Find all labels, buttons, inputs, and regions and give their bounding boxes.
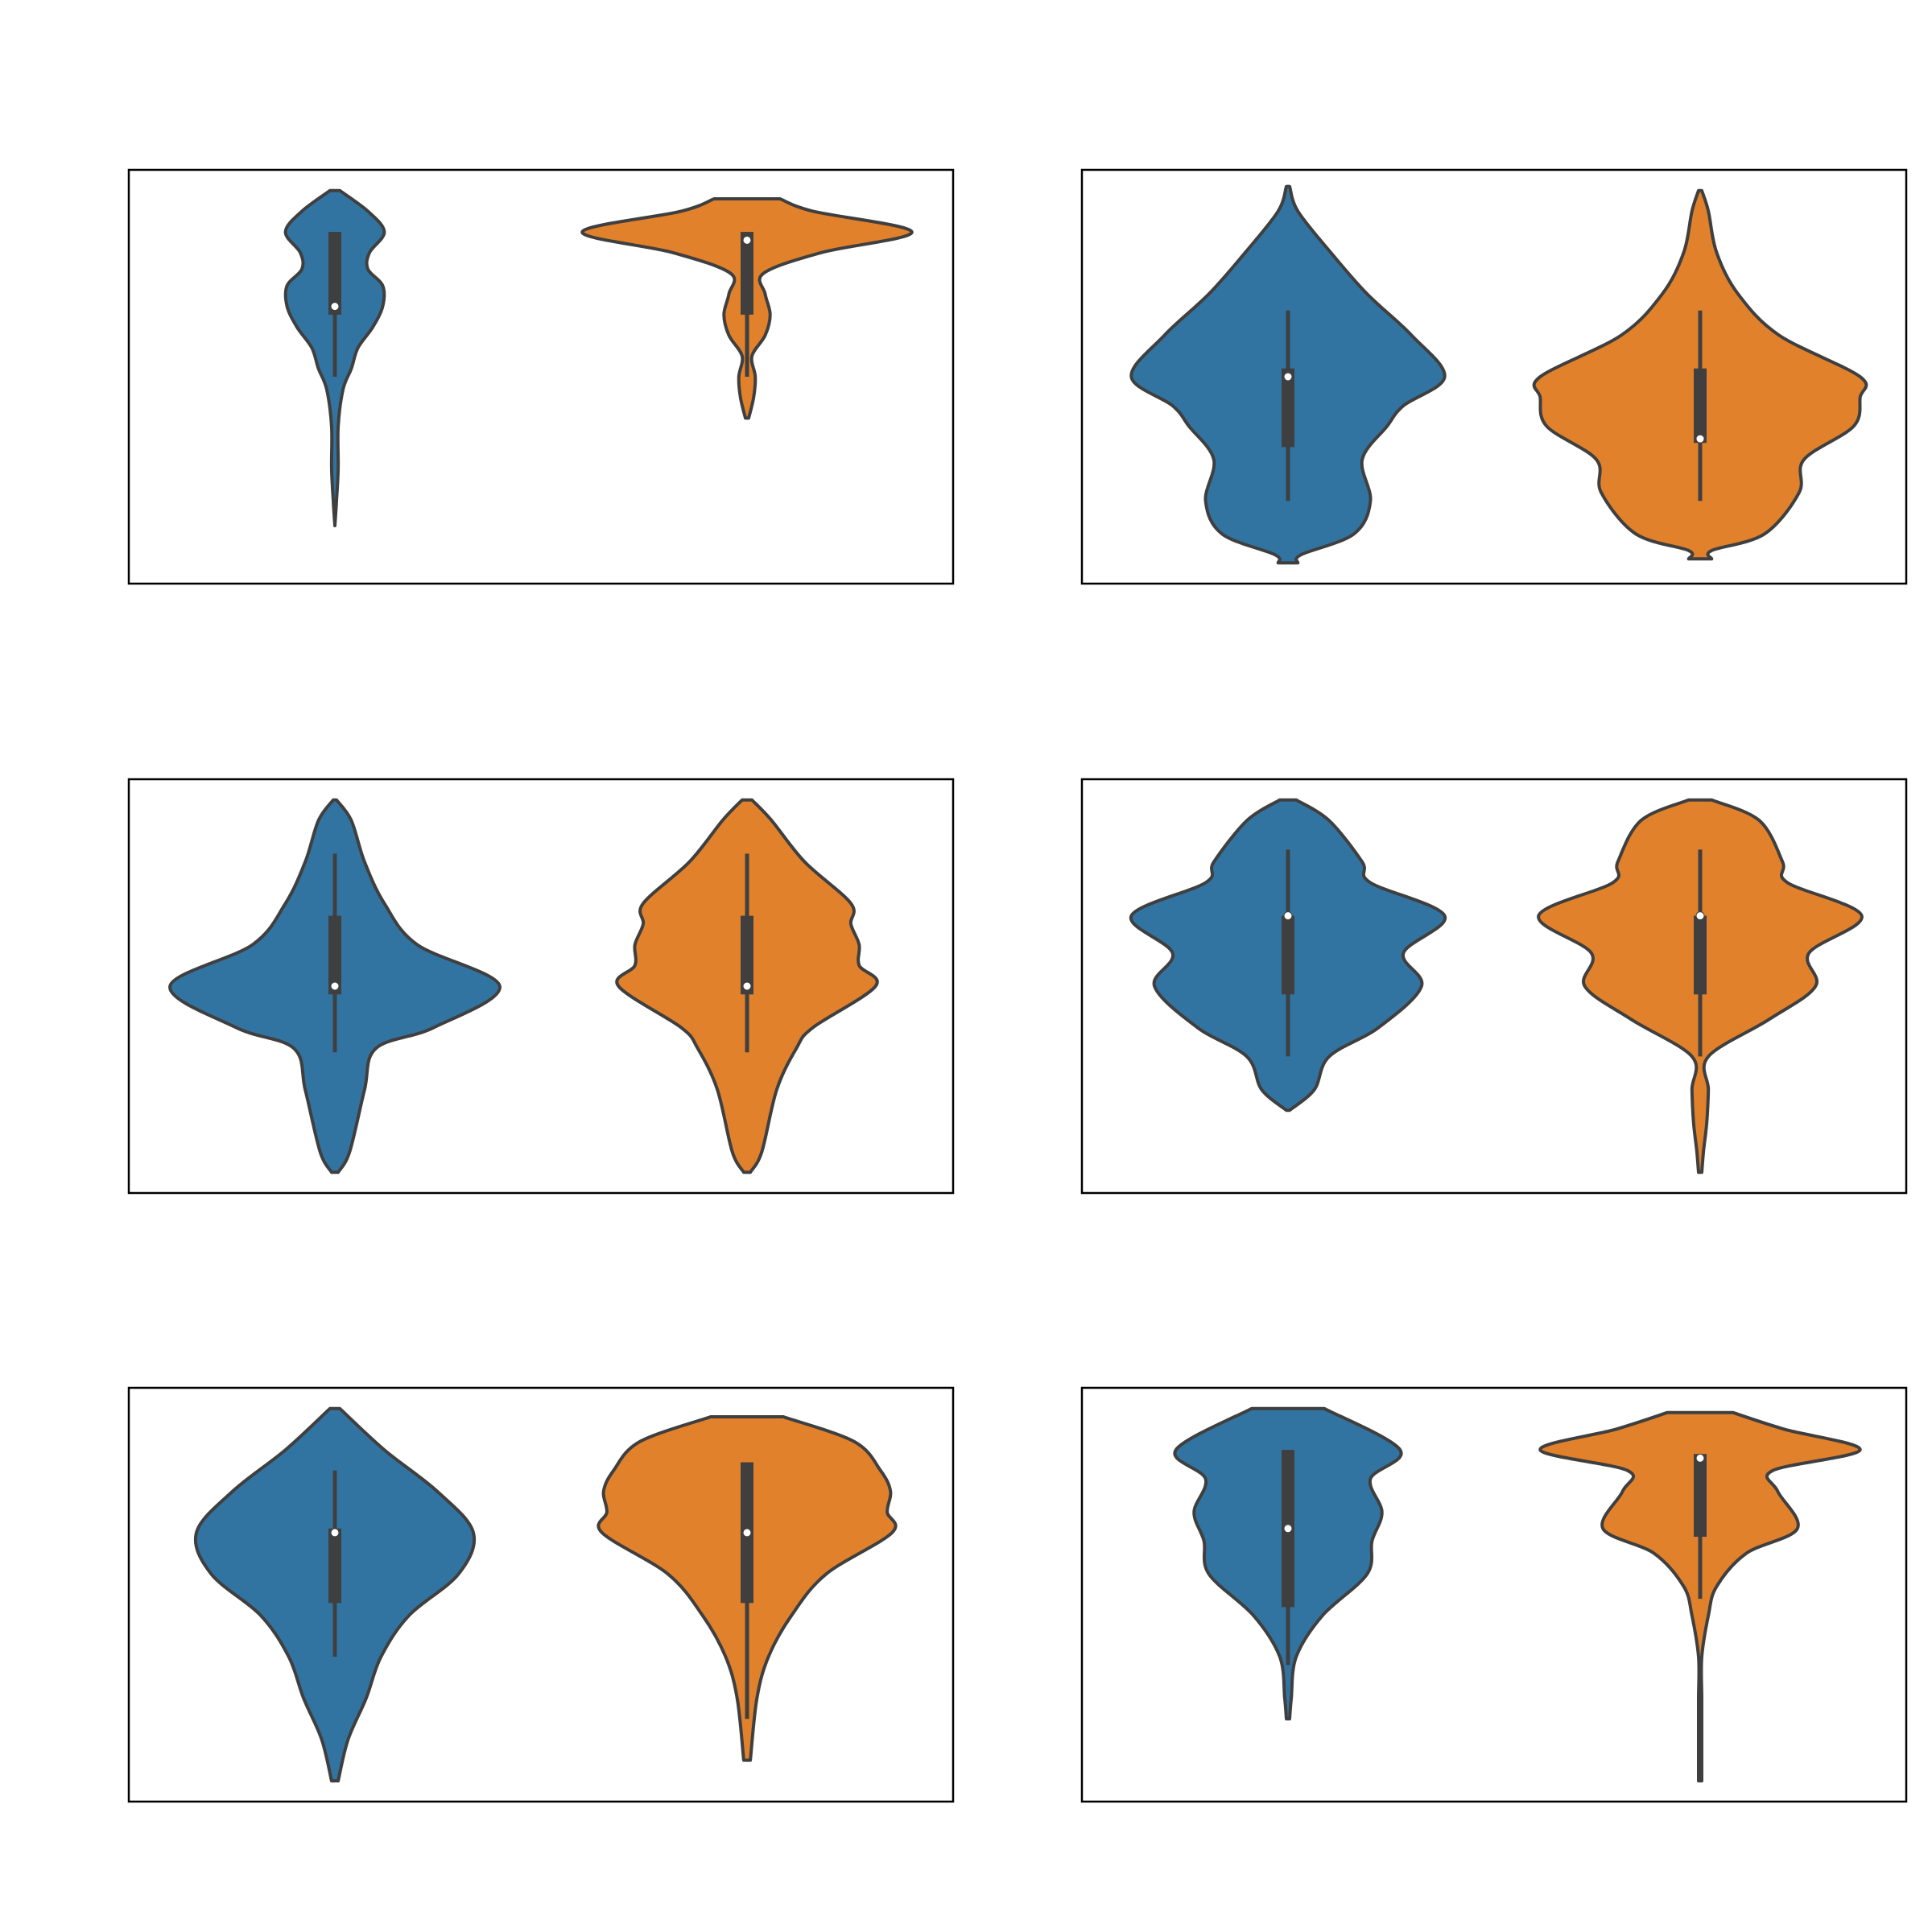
violin-panel-5 [127,1386,955,1803]
panel-frame [127,1386,955,1803]
violin-panel-1 [127,168,955,585]
violin-median-marker [1283,1524,1293,1534]
panel-frame [1080,778,1908,1195]
violin-median-marker [330,981,340,991]
violin-panel-3 [127,778,955,1195]
violin-iqr-box [741,232,753,315]
violin-median-marker [330,1528,340,1538]
violin-median-marker [742,1528,752,1538]
violin-median-marker [330,302,340,312]
violin-median-marker [1283,372,1293,382]
violin-median-marker [742,981,752,991]
violin-iqr-box [741,915,753,995]
violin-iqr-box [1694,1454,1707,1538]
violin-median-marker [1695,911,1705,921]
violin-median-marker [1695,434,1705,444]
violin-median-marker [742,235,752,245]
violin-median-marker [1283,911,1293,921]
violin-iqr-box [1694,915,1707,995]
violin-panel-2 [1080,168,1908,585]
violin-iqr-box [328,1528,341,1604]
violin-iqr-box [1282,368,1294,448]
violin-iqr-box [328,232,341,315]
panel-frame [1080,168,1908,585]
violin-panel-6 [1080,1386,1908,1803]
violin-panel-4 [1080,778,1908,1195]
violin-iqr-box [1282,915,1294,995]
panel-frame [1080,1386,1908,1803]
violin-iqr-box [328,915,341,995]
panel-frame [127,778,955,1195]
panel-frame [127,168,955,585]
violin-iqr-box [1694,368,1707,444]
violin-median-marker [1695,1453,1705,1463]
